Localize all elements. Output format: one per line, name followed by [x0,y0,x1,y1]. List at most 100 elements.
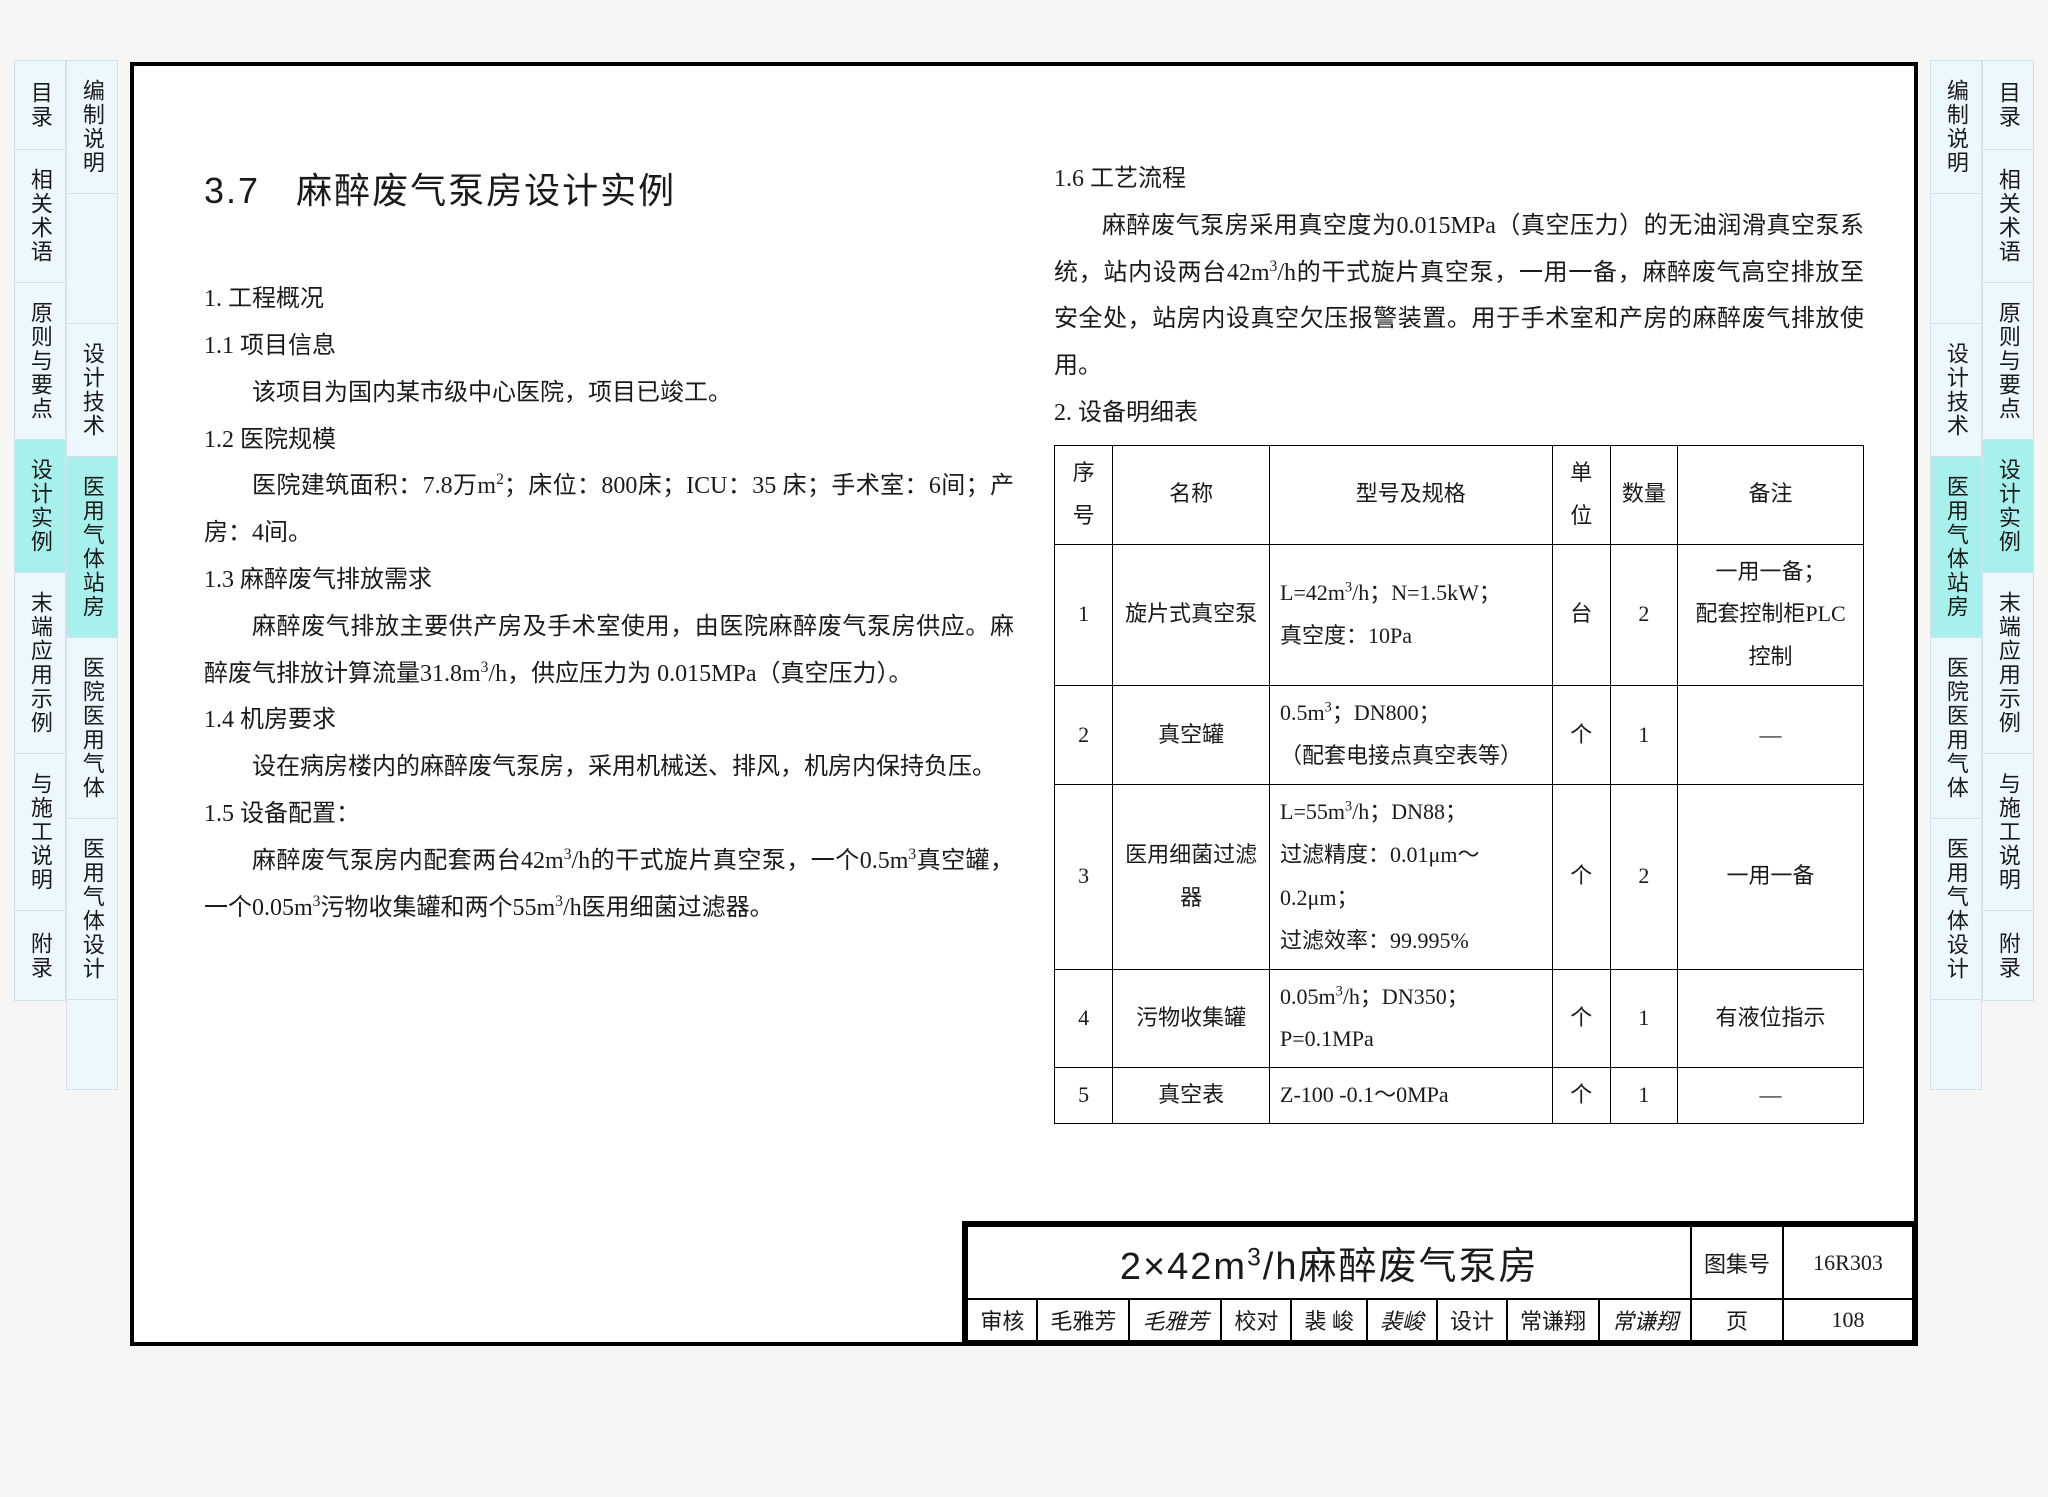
paragraph: 1.6 工艺流程 [1054,156,1864,203]
table-cell: 真空罐 [1113,686,1270,785]
paragraph: 1.3 麻醉废气排放需求 [204,557,1014,604]
review-label: 审核 [967,1299,1037,1341]
table-cell: 有液位指示 [1678,969,1864,1068]
paragraph: 2. 设备明细表 [1054,390,1864,437]
rtab-design-examples[interactable]: 设计实例 [1982,440,2034,573]
tab-terms[interactable]: 相关术语 [14,150,66,283]
tab-terminal-examples[interactable]: 末端应用示例 [14,573,66,754]
paragraph: 麻醉废气排放主要供产房及手术室使用，由医院麻醉废气泵房供应。麻醉废气排放计算流量… [204,604,1014,698]
review-signature: 毛雅芳 [1129,1299,1221,1341]
table-header: 序号 [1055,445,1113,544]
rtab-principles[interactable]: 原则与要点 [1982,283,2034,440]
table-cell: 1 [1610,1068,1677,1124]
left-column: 3.7 麻醉废气泵房设计实例 1. 工程概况1.1 项目信息该项目为国内某市级中… [204,156,1014,1222]
table-cell: 1 [1055,544,1113,686]
table-row: 2真空罐0.5m3；DN800；（配套电接点真空表等）个1— [1055,686,1864,785]
paragraph: 1.5 设备配置： [204,791,1014,838]
tab-toc[interactable]: 目录 [14,60,66,150]
table-row: 4污物收集罐0.05m3/h；DN350；P=0.1MPa个1有液位指示 [1055,969,1864,1068]
table-header: 备注 [1678,445,1864,544]
rtab-blank-2 [1930,1000,1982,1090]
atlas-label: 图集号 [1691,1226,1783,1299]
rtab-toc[interactable]: 目录 [1982,60,2034,150]
design-signature: 常谦翔 [1599,1299,1691,1341]
table-header: 单位 [1552,445,1610,544]
rtab-appendix[interactable]: 附录 [1982,911,2034,1001]
table-cell: — [1678,1068,1864,1124]
content-area: 3.7 麻醉废气泵房设计实例 1. 工程概况1.1 项目信息该项目为国内某市级中… [204,156,1864,1222]
review-name: 毛雅芳 [1037,1299,1129,1341]
table-cell: 2 [1055,686,1113,785]
table-cell: 1 [1610,686,1677,785]
drawing-sheet: 3.7 麻醉废气泵房设计实例 1. 工程概况1.1 项目信息该项目为国内某市级中… [130,62,1918,1346]
right-intro: 1.6 工艺流程麻醉废气泵房采用真空度为0.015MPa（真空压力）的无油润滑真… [1054,156,1864,437]
table-cell: L=42m3/h；N=1.5kW；真空度：10Pa [1270,544,1553,686]
paragraph: 麻醉废气泵房采用真空度为0.015MPa（真空压力）的无油润滑真空泵系统，站内设… [1054,203,1864,390]
rtab-gas-station[interactable]: 医用气体站房 [1930,457,1982,638]
tab-gas-design[interactable]: 医用气体设计 [66,819,118,1000]
table-cell: 2 [1610,544,1677,686]
table-cell: 一用一备 [1678,785,1864,970]
table-cell: 2 [1610,785,1677,970]
table-cell: 台 [1552,544,1610,686]
table-cell: Z-100 -0.1～0MPa [1270,1068,1553,1124]
rtab-compile-notes[interactable]: 编制说明 [1930,60,1982,194]
table-header: 名称 [1113,445,1270,544]
design-name: 常谦翔 [1507,1299,1599,1341]
table-cell: 3 [1055,785,1113,970]
check-label: 校对 [1221,1299,1291,1341]
atlas-number: 16R303 [1783,1226,1913,1299]
tab-blank-2 [66,1000,118,1090]
tab-construction-notes[interactable]: 与施工说明 [14,754,66,911]
check-signature: 裴峻 [1367,1299,1437,1341]
page-number: 108 [1783,1299,1913,1341]
tab-compile-notes[interactable]: 编制说明 [66,60,118,194]
rtab-hospital-gas[interactable]: 医院医用气体 [1930,638,1982,819]
right-inner-tabs: 编制说明 设计技术 医用气体站房 医院医用气体 医用气体设计 [1930,60,1982,1090]
left-paragraphs: 1. 工程概况1.1 项目信息该项目为国内某市级中心医院，项目已竣工。1.2 医… [204,276,1014,931]
paragraph: 1.4 机房要求 [204,697,1014,744]
page-label: 页 [1691,1299,1783,1341]
table-cell: 0.5m3；DN800；（配套电接点真空表等） [1270,686,1553,785]
right-outer-tabs: 目录 相关术语 原则与要点 设计实例 末端应用示例 与施工说明 附录 [1982,60,2034,1001]
drawing-title: 2×42m3/h麻醉废气泵房 [967,1226,1691,1299]
paragraph: 麻醉废气泵房内配套两台42m3/h的干式旋片真空泵，一个0.5m3真空罐，一个0… [204,838,1014,932]
rtab-terminal-examples[interactable]: 末端应用示例 [1982,573,2034,754]
tab-blank-1 [66,194,118,324]
paragraph: 医院建筑面积：7.8万m2；床位：800床；ICU：35 床；手术室：6间；产房… [204,463,1014,557]
tab-design-examples[interactable]: 设计实例 [14,440,66,573]
section-name: 麻醉废气泵房设计实例 [296,170,676,211]
table-cell: — [1678,686,1864,785]
paragraph: 1.2 医院规模 [204,417,1014,464]
rtab-blank-1 [1930,194,1982,324]
table-header: 数量 [1610,445,1677,544]
table-cell: 4 [1055,969,1113,1068]
rtab-terms[interactable]: 相关术语 [1982,150,2034,283]
tab-design-tech[interactable]: 设计技术 [66,324,118,457]
table-row: 5真空表Z-100 -0.1～0MPa个1— [1055,1068,1864,1124]
tab-gas-station[interactable]: 医用气体站房 [66,457,118,638]
section-title: 3.7 麻醉废气泵房设计实例 [204,156,1014,226]
table-row: 1旋片式真空泵L=42m3/h；N=1.5kW；真空度：10Pa台2一用一备；配… [1055,544,1864,686]
table-cell: 真空表 [1113,1068,1270,1124]
table-cell: 0.05m3/h；DN350；P=0.1MPa [1270,969,1553,1068]
table-cell: 个 [1552,686,1610,785]
rtab-construction-notes[interactable]: 与施工说明 [1982,754,2034,911]
table-cell: 旋片式真空泵 [1113,544,1270,686]
rtab-gas-design[interactable]: 医用气体设计 [1930,819,1982,1000]
paragraph: 1. 工程概况 [204,276,1014,323]
table-cell: 医用细菌过滤器 [1113,785,1270,970]
left-inner-tabs: 编制说明 设计技术 医用气体站房 医院医用气体 医用气体设计 [66,60,118,1090]
table-cell: 污物收集罐 [1113,969,1270,1068]
tab-principles[interactable]: 原则与要点 [14,283,66,440]
tab-hospital-gas[interactable]: 医院医用气体 [66,638,118,819]
check-name: 裴 峻 [1291,1299,1367,1341]
tab-appendix[interactable]: 附录 [14,911,66,1001]
paragraph: 设在病房楼内的麻醉废气泵房，采用机械送、排风，机房内保持负压。 [204,744,1014,791]
rtab-design-tech[interactable]: 设计技术 [1930,324,1982,457]
paragraph: 该项目为国内某市级中心医院，项目已竣工。 [204,370,1014,417]
table-cell: 个 [1552,1068,1610,1124]
paragraph: 1.1 项目信息 [204,323,1014,370]
table-row: 3医用细菌过滤器L=55m3/h；DN88；过滤精度：0.01μm～0.2μm；… [1055,785,1864,970]
table-cell: L=55m3/h；DN88；过滤精度：0.01μm～0.2μm；过滤效率：99.… [1270,785,1553,970]
